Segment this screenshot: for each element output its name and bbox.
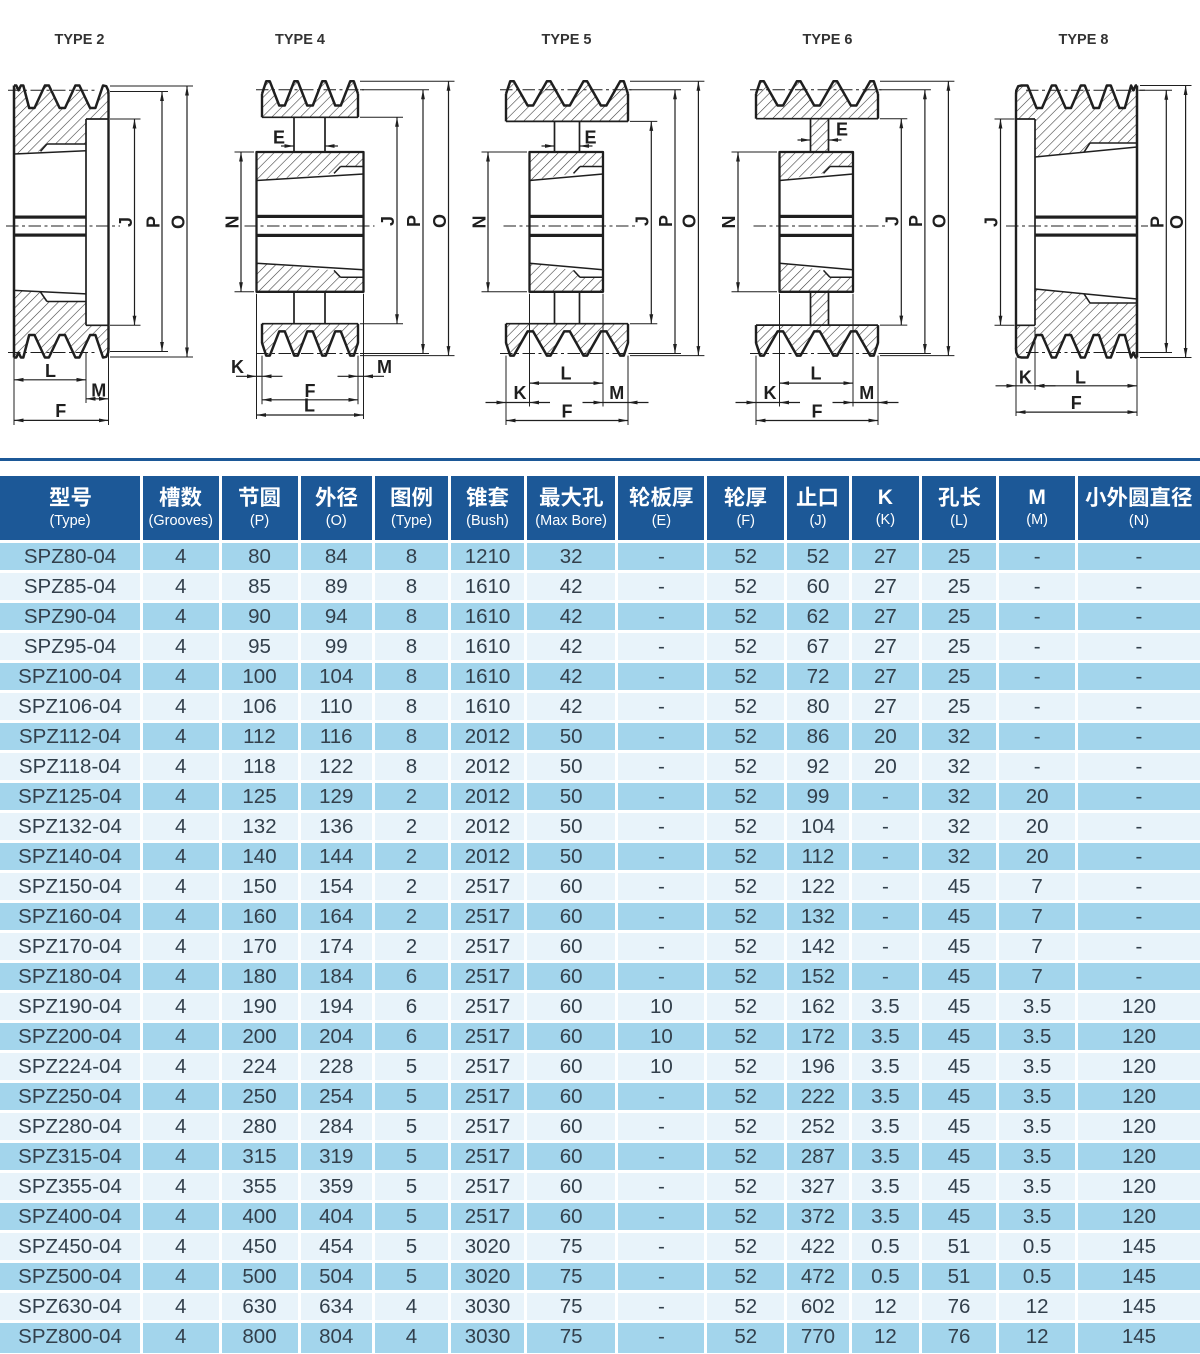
svg-text:F: F [305,381,316,401]
svg-text:K: K [1019,368,1032,388]
svg-text:O: O [1167,215,1187,229]
svg-text:E: E [836,120,848,140]
svg-text:F: F [562,402,573,422]
svg-text:J: J [116,217,136,227]
svg-text:L: L [561,364,572,384]
svg-text:J: J [883,216,903,226]
svg-text:TYPE 5: TYPE 5 [542,32,592,48]
svg-text:P: P [144,216,164,228]
svg-text:P: P [906,215,926,227]
svg-text:L: L [1075,368,1086,388]
svg-text:O: O [430,214,450,228]
svg-text:N: N [470,216,490,229]
svg-text:K: K [514,383,527,403]
svg-text:M: M [91,381,106,401]
svg-text:P: P [656,215,676,227]
svg-text:TYPE 4: TYPE 4 [275,32,325,48]
svg-text:O: O [930,214,950,228]
svg-text:O: O [169,215,189,229]
svg-text:N: N [719,216,739,229]
svg-text:E: E [584,128,596,148]
svg-text:O: O [680,214,700,228]
svg-text:J: J [378,216,398,226]
svg-text:E: E [273,128,285,148]
svg-text:P: P [404,215,424,227]
svg-text:K: K [231,357,244,377]
svg-text:P: P [1148,216,1168,228]
svg-text:F: F [1071,393,1082,413]
svg-text:J: J [633,216,653,226]
svg-text:M: M [609,383,624,403]
svg-text:TYPE 2: TYPE 2 [55,32,105,48]
svg-text:TYPE 6: TYPE 6 [803,32,853,48]
svg-text:M: M [377,357,392,377]
svg-text:F: F [812,402,823,422]
svg-text:L: L [304,396,315,416]
svg-text:M: M [859,383,874,403]
svg-text:K: K [764,383,777,403]
svg-text:N: N [223,216,243,229]
svg-text:L: L [811,364,822,384]
svg-text:J: J [982,217,1002,227]
svg-text:TYPE 8: TYPE 8 [1059,32,1109,48]
svg-text:F: F [55,401,66,421]
svg-text:L: L [45,361,56,381]
